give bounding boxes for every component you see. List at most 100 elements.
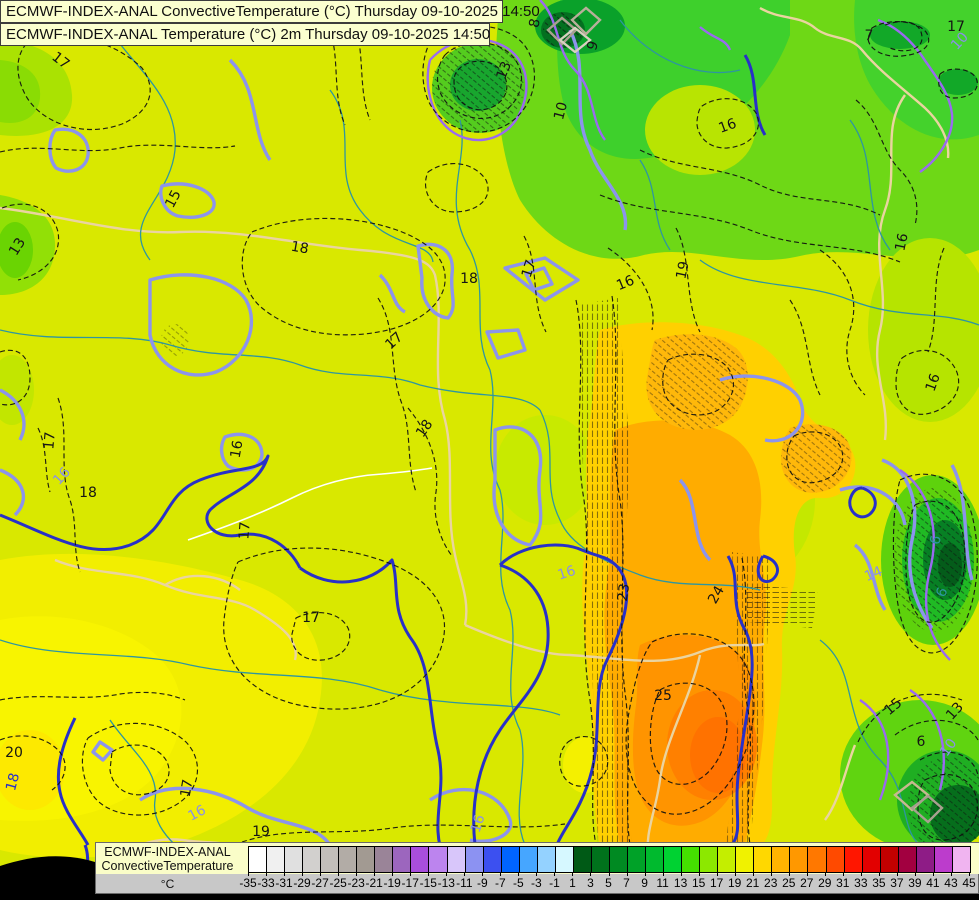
legend-color-cell (285, 847, 304, 872)
legend-tick-value: 23 (764, 876, 778, 890)
legend-color-cell (844, 847, 863, 872)
legend-parameter-name: ConvectiveTemperature (101, 859, 234, 873)
legend-tickmark (806, 872, 808, 876)
legend-tickmark (392, 872, 394, 876)
contour-label: 17 (947, 19, 965, 35)
legend-tickmarks (248, 872, 970, 876)
contour-label: 18 (460, 271, 478, 287)
legend-tickmark (536, 872, 538, 876)
contour-label: 17 (178, 778, 197, 798)
legend-tick-value: 29 (818, 876, 832, 890)
contour-label: 10 (551, 100, 571, 121)
legend-tick-value: -7 (495, 876, 506, 890)
legend-color-cell (718, 847, 737, 872)
contour-label: 16 (892, 232, 911, 253)
legend-color-cell (880, 847, 899, 872)
bottom-black-strip (0, 894, 979, 900)
legend-tickmark (644, 872, 646, 876)
legend-tickmark (860, 872, 862, 876)
legend-tickmark (356, 872, 358, 876)
contour-label: 25 (654, 688, 672, 704)
color-scale-legend: ECMWF-INDEX-ANAL ConvectiveTemperature °… (95, 842, 979, 894)
contour-label: 15 (162, 187, 184, 210)
legend-tick-value: -17 (401, 876, 419, 890)
legend-color-cell (754, 847, 773, 872)
legend-tickmark (284, 872, 286, 876)
legend-tickmark (302, 872, 304, 876)
legend-tick-value: -13 (437, 876, 455, 890)
contour-label: 16 (923, 371, 944, 393)
title-line-1: ECMWF-INDEX-ANAL ConvectiveTemperature (… (6, 3, 540, 20)
legend-tickmark (752, 872, 754, 876)
legend-tickmark (662, 872, 664, 876)
legend-color-cell (682, 847, 701, 872)
legend-color-cell (772, 847, 791, 872)
map-corner-mask (0, 856, 95, 900)
legend-color-cell (537, 847, 556, 872)
contour-label: 17 (519, 258, 540, 280)
legend-color-cell (916, 847, 935, 872)
legend-color-cell (429, 847, 448, 872)
legend-tickmark (482, 872, 484, 876)
legend-color-cell (646, 847, 665, 872)
contour-label: 16 (185, 802, 208, 825)
legend-tickmark (446, 872, 448, 876)
contour-label: 24 (705, 583, 728, 607)
contour-label: 6 (927, 534, 945, 546)
legend-tick-value: 3 (587, 876, 594, 890)
contour-label: 17 (41, 431, 58, 450)
legend-tick-value: -27 (311, 876, 329, 890)
contour-label: 16 (468, 813, 489, 835)
legend-unit-label: °C (160, 877, 175, 891)
legend-tick-value: 19 (727, 876, 742, 890)
legend-color-cell (898, 847, 917, 872)
legend-tickmark (338, 872, 340, 876)
legend-color-cell (339, 847, 358, 872)
legend-tickmark (500, 872, 502, 876)
legend-tickmark (716, 872, 718, 876)
legend-color-cell (627, 847, 647, 872)
contour-label: 14 (862, 564, 885, 586)
legend-tick-value: 5 (605, 876, 612, 890)
legend-tickmark (770, 872, 772, 876)
legend-tickmark (932, 872, 934, 876)
legend-tick-value: 45 (962, 876, 976, 890)
legend-tickmark (428, 872, 430, 876)
contour-label: 19 (673, 260, 692, 281)
contour-label: 18 (79, 485, 97, 501)
contour-label: 16 (556, 563, 578, 584)
legend-tick-value: 13 (673, 876, 688, 890)
legend-tick-value: -1 (549, 876, 560, 890)
legend-tickmark (464, 872, 466, 876)
white-contour-line (187, 467, 433, 541)
legend-color-cell (573, 847, 592, 872)
legend-tick-value: 41 (926, 876, 940, 890)
legend-color-cell (862, 847, 881, 872)
contour-label: 20 (5, 745, 23, 761)
legend-label-block: ECMWF-INDEX-ANAL ConvectiveTemperature °… (96, 843, 239, 895)
legend-tick-value: -21 (365, 876, 383, 890)
legend-color-cell (591, 847, 610, 872)
legend-color-cell (664, 847, 683, 872)
legend-color-cell (519, 847, 538, 872)
legend-color-cell (736, 847, 755, 872)
contour-label: 16 (717, 116, 739, 137)
legend-color-cell (393, 847, 412, 872)
lake-outlines (0, 29, 974, 847)
title-bar-temperature-2m: ECMWF-INDEX-ANAL Temperature (°C) 2m Thu… (0, 23, 490, 46)
legend-tick-value: 35 (872, 876, 886, 890)
contour-label: 23 (615, 583, 633, 603)
legend-tick-value: -29 (293, 876, 311, 890)
legend-color-cell (700, 847, 719, 872)
legend-tick-value: -15 (419, 876, 437, 890)
legend-tick-value: -9 (476, 876, 488, 890)
legend-color-cell (934, 847, 953, 872)
legend-tickmark (266, 872, 268, 876)
legend-tickmark (374, 872, 376, 876)
legend-color-cell (952, 847, 970, 872)
legend-tick-value: 27 (800, 876, 814, 890)
legend-color-cell (609, 847, 628, 872)
legend-tickmark (626, 872, 628, 876)
contour-label: 18 (3, 771, 23, 792)
